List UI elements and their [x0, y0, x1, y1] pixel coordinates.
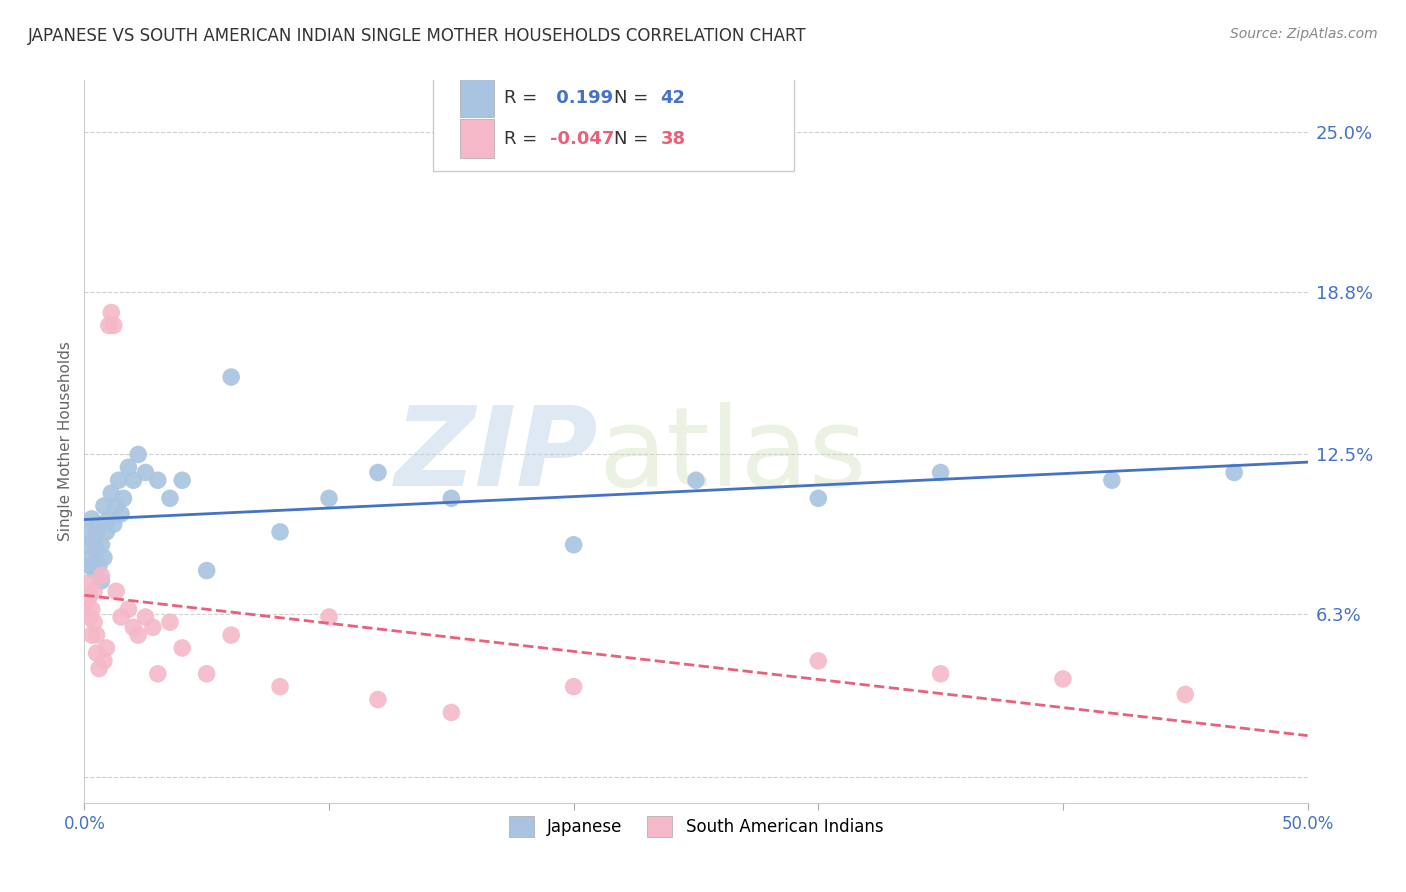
Text: N =: N =: [614, 130, 654, 148]
Point: [219, 628, 242, 642]
Point: [440, 706, 463, 720]
Point: [100, 486, 122, 500]
Point: [80, 550, 103, 565]
Text: R =: R =: [503, 89, 543, 107]
Text: 0.199: 0.199: [550, 89, 613, 107]
Point: [83, 533, 105, 547]
Point: [97, 512, 120, 526]
FancyBboxPatch shape: [460, 119, 494, 158]
Point: [93, 654, 115, 668]
Point: [107, 473, 129, 487]
Text: ZIP: ZIP: [395, 402, 598, 509]
Point: [90, 538, 112, 552]
Point: [127, 447, 149, 461]
Point: [172, 473, 194, 487]
Point: [269, 680, 291, 694]
Text: 42: 42: [661, 89, 686, 107]
Point: [135, 466, 157, 480]
Point: [1223, 466, 1246, 480]
Point: [80, 628, 103, 642]
Y-axis label: Single Mother Households: Single Mother Households: [58, 342, 73, 541]
Point: [90, 568, 112, 582]
Point: [77, 610, 100, 624]
Point: [1174, 687, 1197, 701]
Point: [195, 666, 218, 681]
Point: [929, 666, 952, 681]
Point: [76, 594, 98, 608]
Point: [90, 574, 112, 588]
Point: [117, 460, 139, 475]
Point: [122, 620, 145, 634]
Point: [86, 542, 108, 557]
Text: R =: R =: [503, 130, 543, 148]
Point: [172, 640, 194, 655]
Point: [440, 491, 463, 506]
Point: [318, 610, 340, 624]
Point: [367, 692, 389, 706]
Point: [219, 370, 242, 384]
Point: [159, 491, 181, 506]
Text: N =: N =: [614, 89, 654, 107]
Point: [100, 305, 122, 319]
Point: [77, 524, 100, 539]
Point: [76, 576, 98, 591]
Point: [83, 615, 105, 630]
Point: [87, 662, 110, 676]
Point: [77, 590, 100, 604]
Point: [195, 564, 218, 578]
Point: [83, 564, 105, 578]
Point: [117, 602, 139, 616]
Point: [146, 666, 169, 681]
Text: atlas: atlas: [598, 402, 866, 509]
Point: [685, 473, 707, 487]
Point: [105, 584, 128, 599]
Point: [87, 558, 110, 573]
Point: [367, 466, 389, 480]
Text: 38: 38: [661, 130, 686, 148]
Point: [110, 507, 132, 521]
Point: [1052, 672, 1074, 686]
Text: JAPANESE VS SOUTH AMERICAN INDIAN SINGLE MOTHER HOUSEHOLDS CORRELATION CHART: JAPANESE VS SOUTH AMERICAN INDIAN SINGLE…: [28, 27, 807, 45]
Point: [86, 628, 108, 642]
Point: [83, 584, 105, 599]
Point: [142, 620, 165, 634]
Point: [562, 680, 585, 694]
Point: [269, 524, 291, 539]
Point: [1101, 473, 1123, 487]
Point: [93, 550, 115, 565]
Point: [86, 646, 108, 660]
Point: [87, 517, 110, 532]
Point: [96, 524, 118, 539]
Point: [807, 654, 830, 668]
Point: [76, 538, 98, 552]
Point: [146, 473, 169, 487]
Point: [103, 318, 125, 333]
Point: [103, 517, 125, 532]
Point: [127, 628, 149, 642]
Point: [318, 491, 340, 506]
Point: [807, 491, 830, 506]
Point: [122, 473, 145, 487]
Point: [80, 602, 103, 616]
Text: -0.047: -0.047: [550, 130, 614, 148]
Point: [86, 524, 108, 539]
FancyBboxPatch shape: [433, 73, 794, 170]
Point: [93, 499, 115, 513]
Point: [135, 610, 157, 624]
Point: [96, 640, 118, 655]
Point: [110, 610, 132, 624]
Point: [159, 615, 181, 630]
Legend: Japanese, South American Indians: Japanese, South American Indians: [501, 808, 891, 845]
Point: [112, 491, 135, 506]
FancyBboxPatch shape: [460, 78, 494, 117]
Point: [97, 318, 120, 333]
Point: [105, 499, 128, 513]
Point: [929, 466, 952, 480]
Text: Source: ZipAtlas.com: Source: ZipAtlas.com: [1230, 27, 1378, 41]
Point: [80, 512, 103, 526]
Point: [77, 558, 100, 573]
Point: [562, 538, 585, 552]
